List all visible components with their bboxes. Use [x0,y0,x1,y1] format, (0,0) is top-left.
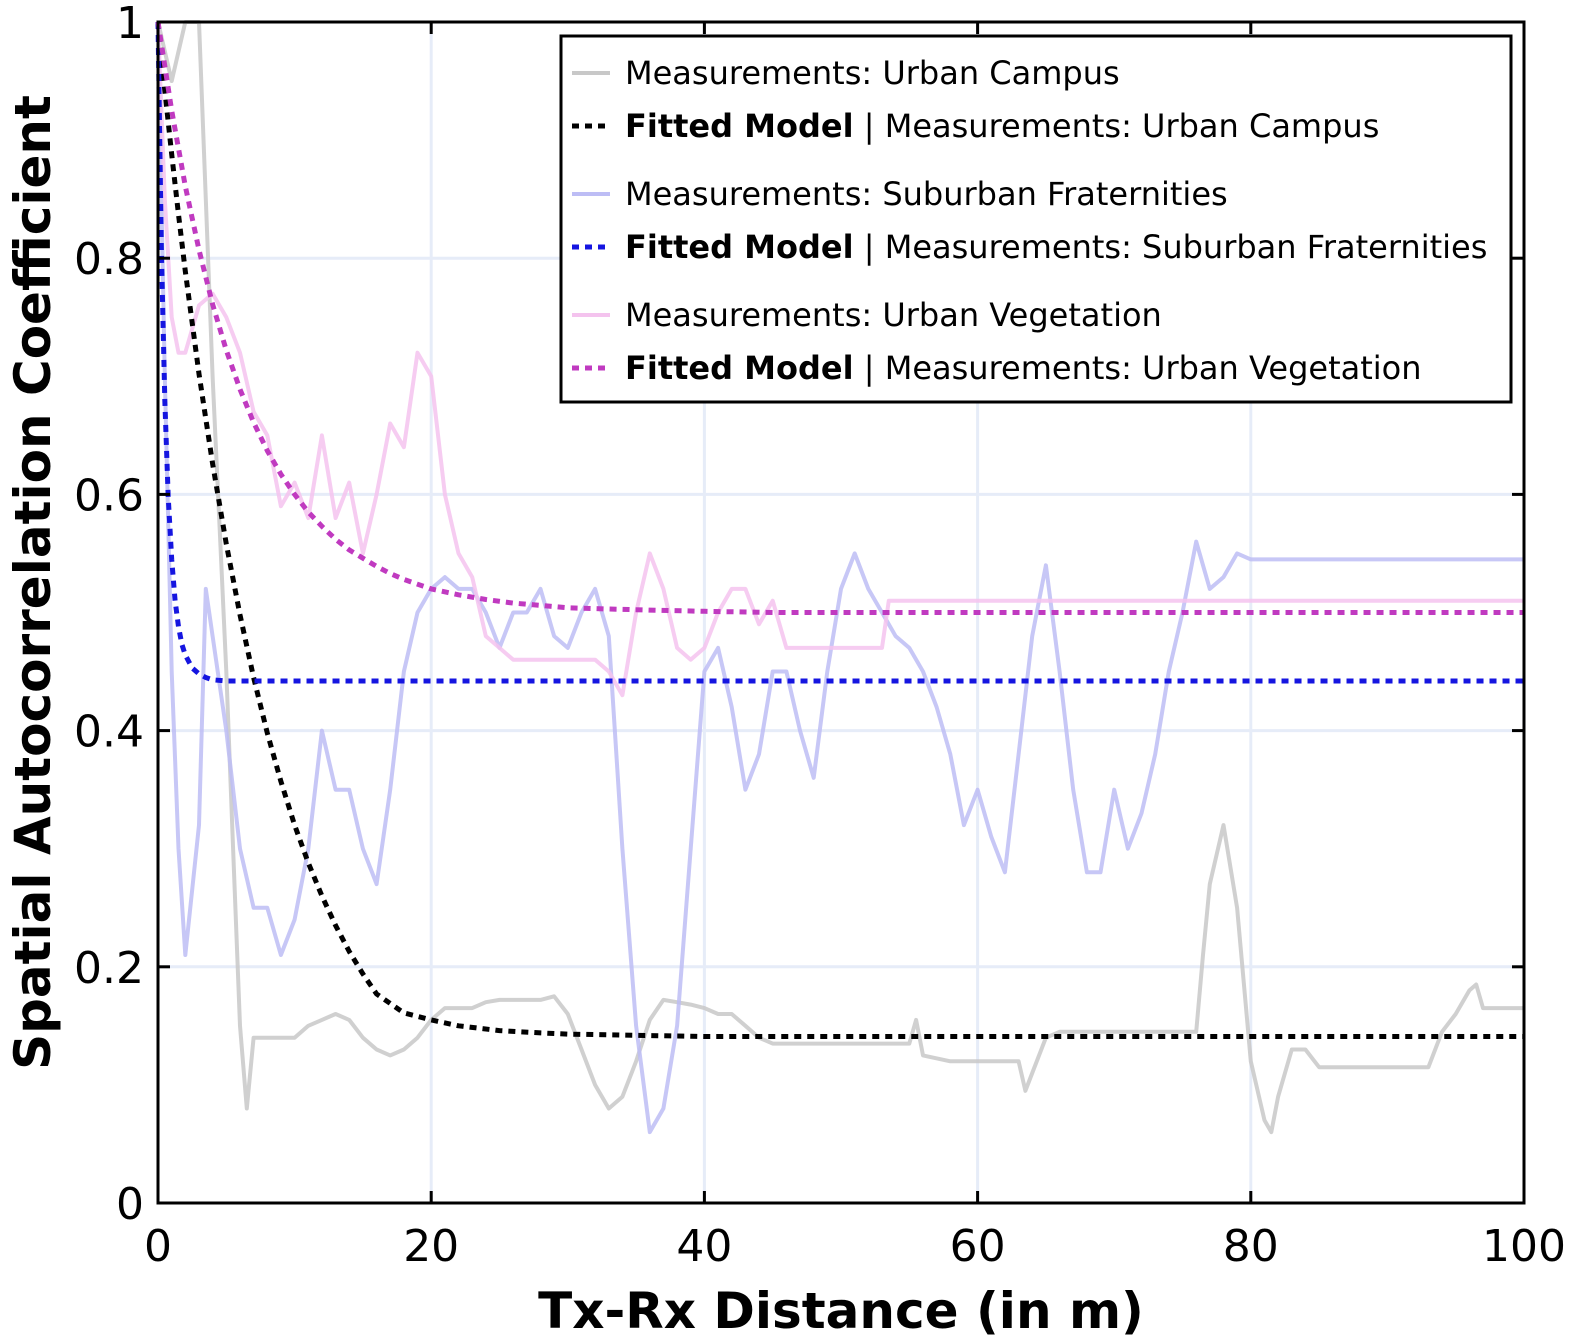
series-line-0 [156,20,1524,1135]
legend-text: Measurements: Urban Vegetation [625,296,1162,334]
y-axis-title: Spatial Autocorrelation Coefficient [4,95,62,1070]
legend-text: | Measurements: Suburban Fraternities [854,228,1488,266]
plot-frame [156,20,1526,1205]
legend-prefix: Fitted Model [625,228,854,266]
series-layer [155,20,1524,1135]
y-tick-label: 0 [116,1179,144,1230]
legend-label-5: Fitted Model | Measurements: Urban Veget… [625,349,1422,387]
legend-label-3: Fitted Model | Measurements: Suburban Fr… [625,228,1487,266]
y-tick-label: 0.4 [74,707,144,758]
series-line-4 [156,21,1524,698]
x-tick-label: 40 [676,1221,732,1272]
series-line-1 [155,21,1524,1039]
y-tick-label: 0.6 [74,470,144,521]
legend-label-4: Measurements: Urban Vegetation [625,296,1162,334]
legend-prefix: Fitted Model [625,349,854,387]
legend-text: | Measurements: Urban Campus [854,107,1380,145]
x-tick-label: 0 [144,1221,172,1272]
legend-label-0: Measurements: Urban Campus [625,54,1120,92]
legend-text: Measurements: Suburban Fraternities [625,175,1228,213]
tick-labels: 0 20 40 60 80 100 0 0.2 0.4 0.6 0.8 1 [74,0,1566,1272]
legend-label-1: Fitted Model | Measurements: Urban Campu… [625,107,1379,145]
legend-text: | Measurements: Urban Vegetation [854,349,1422,387]
legend-prefix: Fitted Model [625,107,854,145]
legend-box [559,34,1513,404]
x-tick-label: 80 [1223,1221,1279,1272]
legend-text: Measurements: Urban Campus [625,54,1120,92]
series-line-3 [155,21,1524,684]
x-axis-title: Tx-Rx Distance (in m) [538,1282,1144,1340]
legend: Measurements: Urban Campus Fitted Model |… [559,34,1513,404]
x-tick-label: 20 [403,1221,459,1272]
x-tick-label: 60 [950,1221,1006,1272]
y-tick-label: 0.2 [74,943,144,994]
series-line-5 [155,21,1524,615]
y-tick-label: 0.8 [74,234,144,285]
series-line-2 [156,21,1524,1135]
x-tick-label: 100 [1482,1221,1566,1272]
axis-ticks [156,20,1526,1205]
y-tick-label: 1 [116,0,144,49]
legend-label-2: Measurements: Suburban Fraternities [625,175,1228,213]
